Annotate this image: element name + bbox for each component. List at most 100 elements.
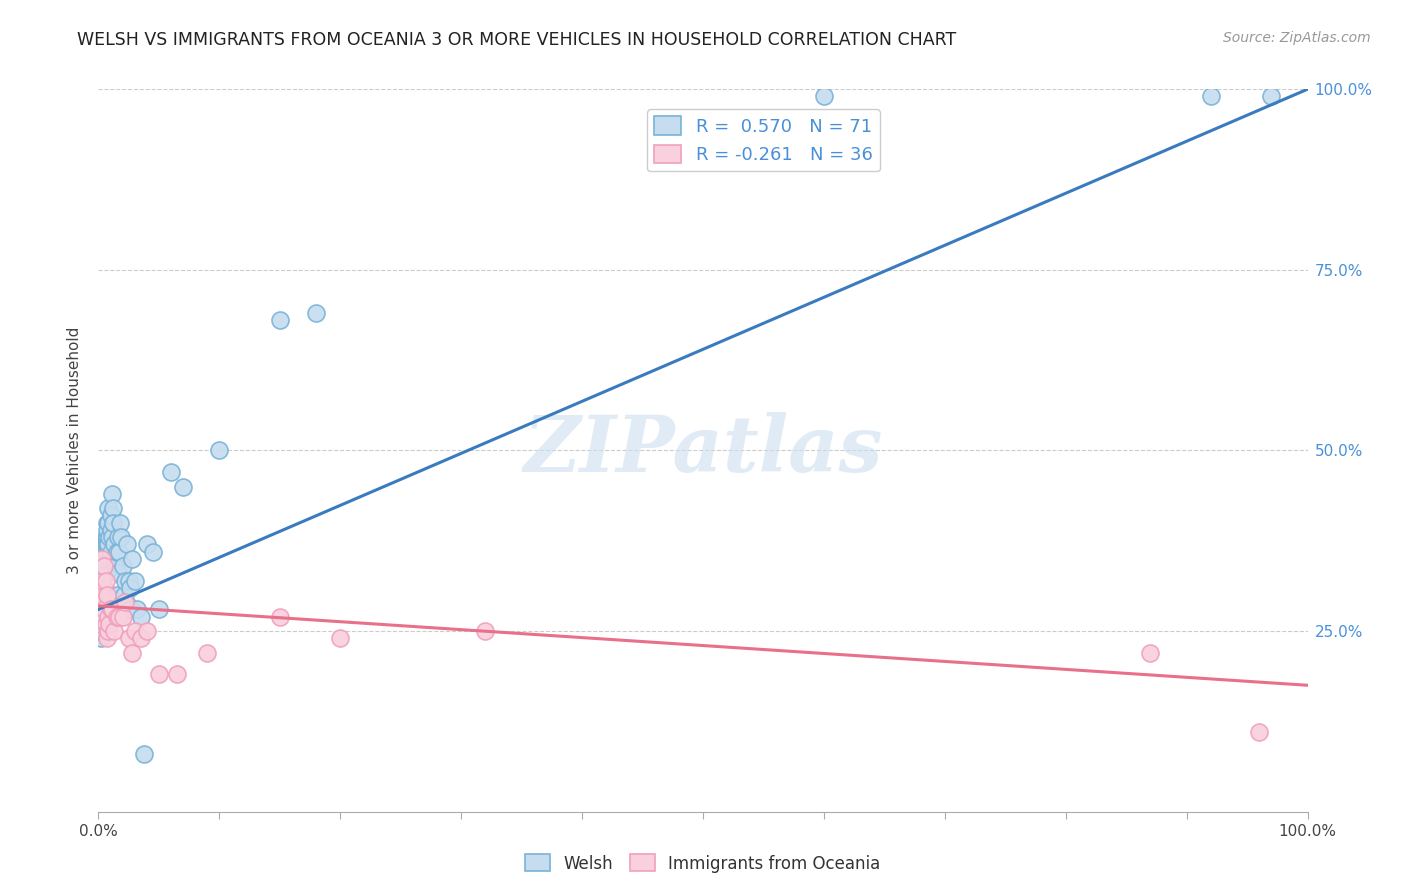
Point xyxy=(108,516,131,530)
Point xyxy=(107,530,129,544)
Point xyxy=(100,523,122,537)
Point xyxy=(91,588,114,602)
Point xyxy=(101,516,124,530)
Point xyxy=(90,616,112,631)
Point xyxy=(111,609,134,624)
Point xyxy=(93,581,115,595)
Point xyxy=(94,537,117,551)
Point xyxy=(114,595,136,609)
Point xyxy=(90,609,112,624)
Point xyxy=(91,609,114,624)
Point xyxy=(89,602,111,616)
Point xyxy=(96,530,118,544)
Point xyxy=(93,559,115,574)
Point xyxy=(89,616,111,631)
Point xyxy=(166,667,188,681)
Point xyxy=(91,602,114,616)
Point xyxy=(91,609,114,624)
Point xyxy=(91,595,114,609)
Point xyxy=(100,544,122,558)
Point xyxy=(108,544,131,558)
Point xyxy=(90,632,112,646)
Point xyxy=(127,602,149,616)
Point xyxy=(101,501,124,516)
Point xyxy=(96,516,118,530)
Point xyxy=(134,747,156,761)
Point xyxy=(94,574,117,588)
Point xyxy=(1199,89,1222,103)
Point xyxy=(208,443,231,458)
Point xyxy=(90,624,112,639)
Text: Source: ZipAtlas.com: Source: ZipAtlas.com xyxy=(1223,31,1371,45)
Point xyxy=(96,588,118,602)
Point xyxy=(93,616,115,631)
Point xyxy=(93,602,115,616)
Point xyxy=(110,530,132,544)
Point xyxy=(100,602,122,616)
Point xyxy=(97,516,120,530)
Point xyxy=(97,624,120,639)
Legend: Welsh, Immigrants from Oceania: Welsh, Immigrants from Oceania xyxy=(519,847,887,880)
Point xyxy=(91,609,114,624)
Point xyxy=(107,566,129,581)
Point xyxy=(96,632,118,646)
Point xyxy=(91,551,114,566)
Point xyxy=(474,624,496,639)
Point xyxy=(100,602,122,616)
Point xyxy=(97,537,120,551)
Point xyxy=(121,551,143,566)
Point xyxy=(91,574,114,588)
Point xyxy=(93,602,115,616)
Point xyxy=(269,609,291,624)
Point xyxy=(97,501,120,516)
Text: ZIPatlas: ZIPatlas xyxy=(523,412,883,489)
Point xyxy=(114,574,136,588)
Point xyxy=(90,588,112,602)
Point xyxy=(118,574,141,588)
Point xyxy=(94,544,117,558)
Point xyxy=(142,544,165,558)
Point xyxy=(98,616,121,631)
Legend: R =  0.570   N = 71, R = -0.261   N = 36: R = 0.570 N = 71, R = -0.261 N = 36 xyxy=(647,109,880,171)
Point xyxy=(103,551,125,566)
Point xyxy=(93,588,115,602)
Point xyxy=(98,530,121,544)
Point xyxy=(103,624,125,639)
Point xyxy=(91,616,114,631)
Point xyxy=(118,581,141,595)
Point xyxy=(94,616,117,631)
Point xyxy=(93,609,115,624)
Point xyxy=(1139,646,1161,660)
Point xyxy=(94,530,117,544)
Point xyxy=(148,667,170,681)
Point xyxy=(124,624,146,639)
Point xyxy=(117,537,139,551)
Point xyxy=(105,609,128,624)
Point xyxy=(813,89,835,103)
Point xyxy=(105,544,128,558)
Point xyxy=(305,306,328,320)
Y-axis label: 3 or more Vehicles in Household: 3 or more Vehicles in Household xyxy=(67,326,83,574)
Point xyxy=(172,480,194,494)
Point xyxy=(108,609,131,624)
Point xyxy=(329,632,352,646)
Point xyxy=(100,508,122,523)
Point xyxy=(1260,89,1282,103)
Point xyxy=(1249,725,1271,739)
Point xyxy=(98,551,121,566)
Text: WELSH VS IMMIGRANTS FROM OCEANIA 3 OR MORE VEHICLES IN HOUSEHOLD CORRELATION CHA: WELSH VS IMMIGRANTS FROM OCEANIA 3 OR MO… xyxy=(77,31,956,49)
Point xyxy=(135,624,157,639)
Point xyxy=(111,559,134,574)
Point xyxy=(96,523,118,537)
Point xyxy=(160,465,183,479)
Point xyxy=(195,646,218,660)
Point xyxy=(96,537,118,551)
Point xyxy=(115,595,138,609)
Point xyxy=(148,602,170,616)
Point xyxy=(129,632,152,646)
Point xyxy=(103,537,125,551)
Point xyxy=(100,530,122,544)
Point xyxy=(91,595,114,609)
Point xyxy=(91,595,114,609)
Point xyxy=(120,602,142,616)
